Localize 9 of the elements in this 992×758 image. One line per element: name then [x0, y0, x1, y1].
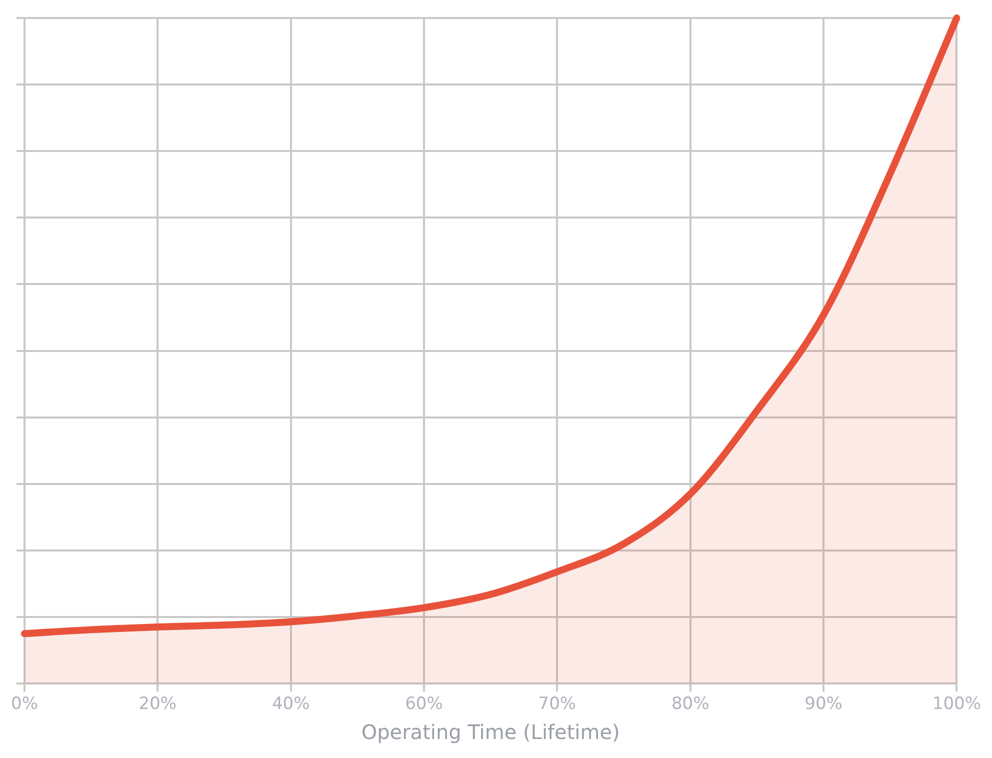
- x-tick-label: 0%: [10, 694, 38, 714]
- x-tick-label: 80%: [671, 694, 710, 714]
- x-tick-label: 70%: [538, 694, 576, 714]
- x-tick-label: 60%: [405, 694, 443, 714]
- x-tick-label: 40%: [272, 694, 310, 714]
- x-tick-label: 100%: [932, 694, 982, 714]
- x-tick-label: 20%: [138, 694, 177, 714]
- x-tick-label: 90%: [804, 694, 842, 714]
- x-axis-title: Operating Time (Lifetime): [361, 720, 620, 744]
